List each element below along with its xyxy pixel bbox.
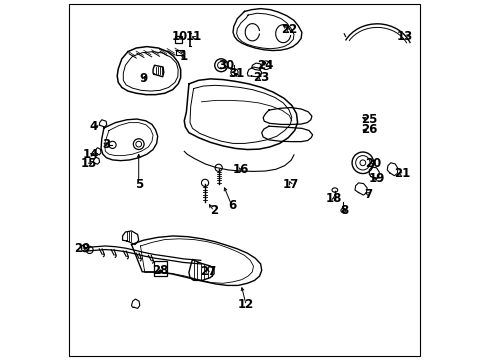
Text: 28: 28 — [152, 264, 168, 277]
Text: 10: 10 — [171, 30, 188, 43]
Text: 8: 8 — [339, 204, 347, 217]
Text: 12: 12 — [238, 298, 254, 311]
Text: 4: 4 — [90, 121, 98, 134]
Text: 20: 20 — [364, 157, 380, 170]
Text: 14: 14 — [82, 148, 99, 161]
Bar — [176, 50, 183, 55]
Text: 15: 15 — [80, 157, 97, 170]
Text: 1: 1 — [179, 50, 187, 63]
Text: 31: 31 — [228, 67, 244, 80]
Text: 30: 30 — [217, 59, 233, 72]
Text: 9: 9 — [139, 72, 147, 85]
Text: 2: 2 — [209, 204, 218, 217]
Text: 13: 13 — [396, 30, 412, 43]
Text: 7: 7 — [364, 188, 371, 201]
Text: 26: 26 — [360, 123, 377, 136]
Bar — [174, 36, 182, 43]
Text: 16: 16 — [232, 163, 248, 176]
Text: 11: 11 — [185, 30, 201, 43]
Text: 18: 18 — [325, 192, 341, 205]
Text: 3: 3 — [102, 138, 110, 150]
Text: 24: 24 — [257, 59, 273, 72]
Text: 21: 21 — [393, 167, 409, 180]
Text: 5: 5 — [134, 178, 142, 191]
Text: 19: 19 — [368, 172, 385, 185]
Text: 27: 27 — [200, 265, 216, 278]
Text: 17: 17 — [283, 178, 299, 191]
Text: 22: 22 — [281, 23, 297, 36]
Text: 29: 29 — [74, 242, 90, 255]
Text: 6: 6 — [227, 199, 236, 212]
Text: 23: 23 — [253, 71, 269, 84]
Bar — [154, 261, 166, 276]
Text: 25: 25 — [360, 113, 377, 126]
